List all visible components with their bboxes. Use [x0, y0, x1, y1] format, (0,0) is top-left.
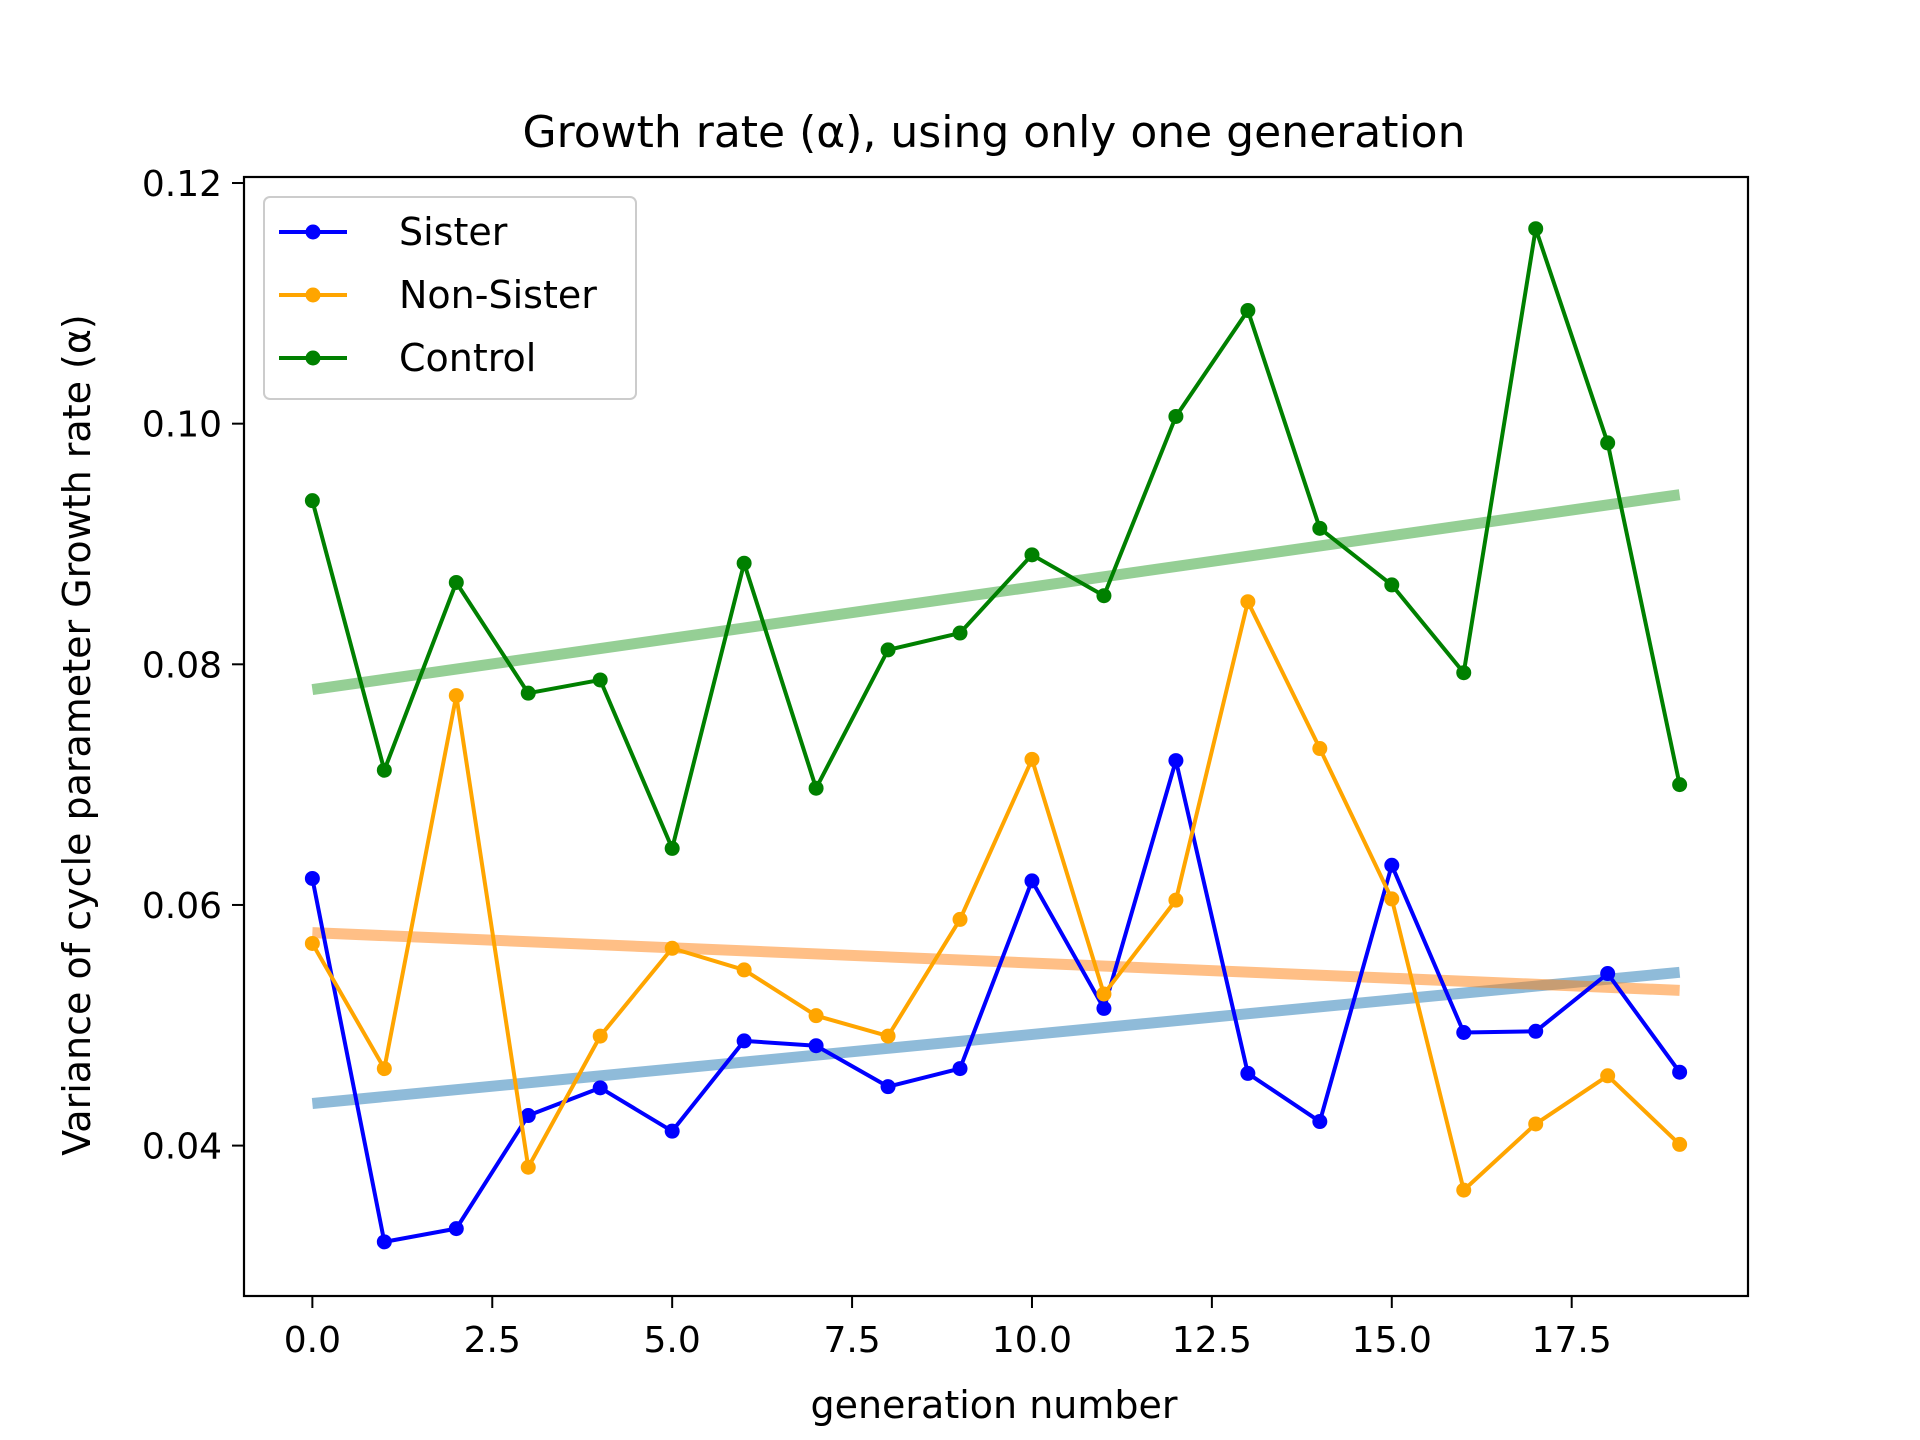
data-point-non-sister: [1600, 1068, 1616, 1084]
legend-marker-sister: [305, 224, 321, 240]
x-tick-label: 2.5: [464, 1320, 521, 1361]
legend-label-control: Control: [399, 336, 536, 380]
data-point-sister: [1312, 1114, 1328, 1130]
y-axis-label: Variance of cycle parameter Growth rate …: [55, 314, 99, 1156]
axes: 0.0 2.5 5.0 7.5 10.0 12.5 15.0 17.5 0.04 0.06 0.08…: [142, 164, 1750, 1361]
x-axis-label: generation number: [810, 1383, 1177, 1427]
data-point-control: [952, 625, 968, 641]
data-point-non-sister: [1384, 891, 1400, 907]
data-point-control: [1672, 777, 1688, 793]
series-line-control: [310, 226, 1682, 851]
data-point-non-sister: [736, 962, 752, 978]
data-point-control: [304, 493, 320, 509]
data-point-sister: [1240, 1065, 1256, 1081]
data-point-non-sister: [952, 911, 968, 927]
data-point-sister: [520, 1108, 536, 1124]
legend-marker-non-sister: [305, 287, 321, 303]
chart-title: Growth rate (α), using only one generati…: [523, 107, 1466, 158]
data-point-sister: [1672, 1064, 1688, 1080]
data-point-non-sister: [448, 688, 464, 704]
x-tick-label: 7.5: [823, 1320, 880, 1361]
series-control: [304, 221, 1688, 856]
data-point-non-sister: [376, 1061, 392, 1077]
data-point-non-sister: [1672, 1136, 1688, 1152]
data-point-non-sister: [664, 940, 680, 956]
data-point-control: [592, 672, 608, 688]
data-point-non-sister: [520, 1159, 536, 1175]
data-point-control: [808, 780, 824, 796]
data-point-control: [664, 840, 680, 856]
data-point-non-sister: [1528, 1116, 1544, 1132]
y-tick-label: 0.10: [142, 405, 222, 446]
data-point-sister: [952, 1061, 968, 1077]
x-tick-label: 10.0: [992, 1320, 1072, 1361]
data-point-sister: [304, 870, 320, 886]
data-point-control: [448, 574, 464, 590]
data-point-non-sister: [1168, 892, 1184, 908]
data-point-non-sister: [808, 1008, 824, 1024]
legend-item-control: Control: [279, 336, 536, 380]
data-point-non-sister: [1456, 1182, 1472, 1198]
data-point-control: [1312, 520, 1328, 536]
data-point-sister: [1456, 1024, 1472, 1040]
legend-item-sister: Sister: [279, 210, 508, 254]
legend: Sister Non-Sister Control: [263, 196, 637, 400]
x-tick-label: 0.0: [284, 1320, 341, 1361]
data-point-sister: [1600, 966, 1616, 982]
data-point-control: [1528, 221, 1544, 237]
data-point-sister: [1096, 1000, 1112, 1016]
trend-line-sister: [311, 966, 1681, 1109]
data-point-non-sister: [1096, 986, 1112, 1002]
series-non-sister: [304, 594, 1688, 1198]
data-point-non-sister: [1024, 751, 1040, 767]
data-point-control: [1168, 408, 1184, 424]
data-point-sister: [376, 1234, 392, 1250]
x-tick-label: 15.0: [1352, 1320, 1432, 1361]
data-point-non-sister: [1312, 741, 1328, 757]
data-point-control: [1240, 303, 1256, 319]
y-tick-label: 0.04: [142, 1127, 222, 1168]
plot-frame: [242, 175, 1750, 1298]
x-tick-label: 5.0: [644, 1320, 701, 1361]
data-point-sister: [592, 1080, 608, 1096]
data-point-sister: [880, 1079, 896, 1095]
series-line-non-sister: [310, 599, 1682, 1193]
data-point-control: [1096, 588, 1112, 604]
data-point-control: [1456, 665, 1472, 681]
series-line-sister: [310, 758, 1682, 1244]
y-tick-label: 0.08: [142, 645, 222, 686]
data-point-control: [520, 685, 536, 701]
data-point-sister: [664, 1123, 680, 1139]
data-series: [304, 221, 1688, 1250]
legend-marker-control: [305, 350, 321, 366]
x-tick-label: 17.5: [1532, 1320, 1612, 1361]
data-point-control: [1600, 435, 1616, 451]
y-tick-label: 0.12: [142, 164, 222, 205]
data-point-sister: [1168, 753, 1184, 769]
y-tick-label: 0.06: [142, 886, 222, 927]
series-sister: [304, 753, 1688, 1250]
legend-item-non-sister: Non-Sister: [279, 273, 597, 317]
data-point-control: [1024, 547, 1040, 563]
data-point-sister: [1384, 857, 1400, 873]
legend-label-non-sister: Non-Sister: [399, 273, 597, 317]
data-point-control: [736, 555, 752, 571]
legend-box: [263, 196, 637, 400]
trend-line-non-sister: [312, 927, 1680, 996]
data-point-non-sister: [304, 935, 320, 951]
data-point-non-sister: [592, 1028, 608, 1044]
data-point-non-sister: [1240, 594, 1256, 610]
data-point-control: [880, 642, 896, 658]
data-point-control: [376, 762, 392, 778]
data-point-sister: [448, 1221, 464, 1237]
data-point-non-sister: [880, 1028, 896, 1044]
legend-label-sister: Sister: [399, 210, 508, 254]
data-point-sister: [1528, 1023, 1544, 1039]
data-point-sister: [808, 1038, 824, 1054]
data-point-control: [1384, 577, 1400, 593]
data-point-sister: [736, 1033, 752, 1049]
x-tick-label: 12.5: [1172, 1320, 1252, 1361]
data-point-sister: [1024, 873, 1040, 889]
